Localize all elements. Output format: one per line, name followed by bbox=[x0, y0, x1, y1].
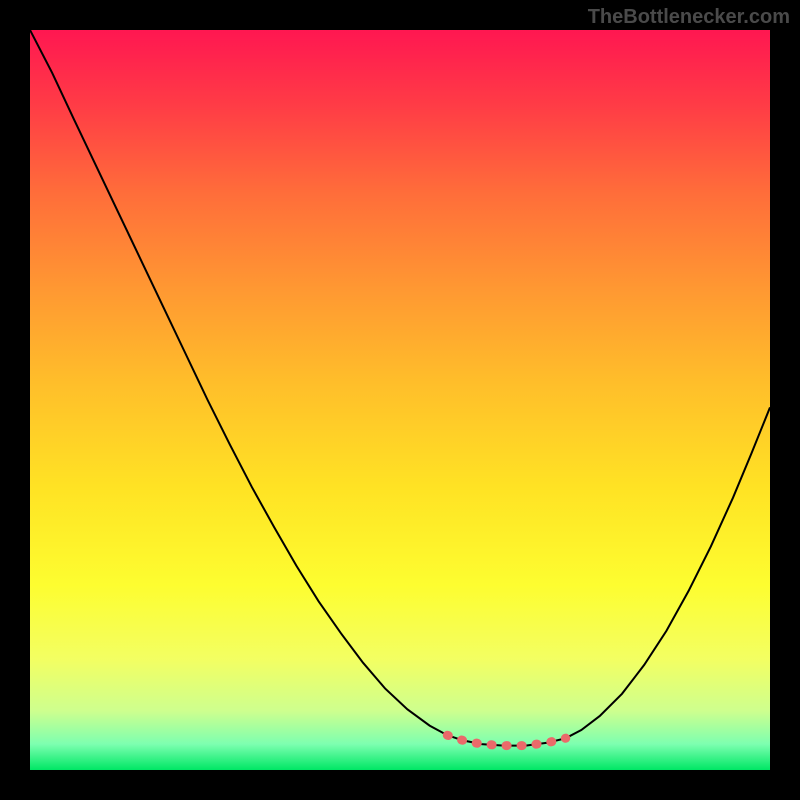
plot-area bbox=[30, 30, 770, 770]
watermark: TheBottlenecker.com bbox=[588, 6, 790, 29]
bottleneck-curve bbox=[30, 30, 770, 746]
curve-overlay bbox=[30, 30, 770, 770]
optimal-range-highlight bbox=[447, 735, 565, 745]
